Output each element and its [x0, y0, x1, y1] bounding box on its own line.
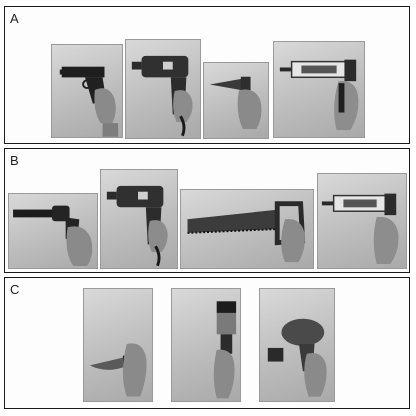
panel-label-b: B — [10, 153, 19, 168]
panel-a: A — [4, 6, 410, 144]
caulk-gun-nozzle-in-hand-photo — [203, 62, 269, 139]
revolver-in-hand-photo — [8, 193, 98, 269]
revolver-icon — [13, 205, 93, 267]
caulking-gun-icon-b — [321, 193, 399, 265]
panel-label-c: C — [10, 282, 20, 297]
hair-dryer-icon — [267, 318, 327, 397]
nozzle-icon — [209, 76, 262, 130]
drill-icon-b — [106, 185, 168, 267]
caulking-gun-in-hand-photo-b — [317, 173, 407, 269]
knife-in-hand-photo — [83, 288, 153, 402]
panel-c: C — [4, 277, 410, 409]
power-drill-in-hand-photo-b — [100, 169, 178, 269]
knife-icon — [89, 343, 147, 397]
pistol-icon — [59, 66, 119, 137]
paintbrush-icon — [213, 301, 237, 399]
hand-saw-in-hand-photo — [180, 189, 314, 269]
panel-b: B — [4, 148, 410, 273]
pistol-in-hand-photo — [51, 44, 123, 138]
paintbrush-in-hand-photo — [171, 288, 241, 402]
caulking-gun-icon — [279, 59, 359, 131]
hair-dryer-in-hand-photo — [259, 288, 335, 402]
panel-label-a: A — [10, 11, 19, 26]
saw-icon — [187, 201, 306, 263]
caulking-gun-in-hand-photo — [273, 41, 365, 138]
power-drill-in-hand-photo — [125, 39, 201, 139]
drill-icon — [131, 55, 193, 137]
